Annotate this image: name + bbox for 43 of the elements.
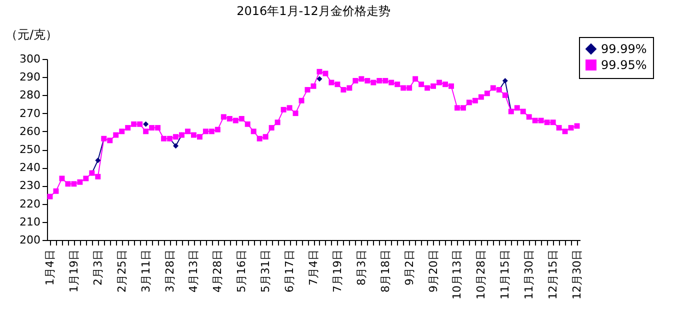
x-tick-label: 8月18日 [378,250,392,292]
point [143,121,149,127]
x-tick-label: 7月19日 [330,250,344,292]
x-tick-label: 2月25日 [115,250,128,292]
y-tick-label: 220 [20,197,40,210]
x-tick-label: 10月28日 [474,250,488,300]
point [316,76,322,82]
x-tick-label: 5月16日 [235,250,248,292]
y-tick-label: 250 [20,143,40,156]
x-tick-label: 7月4日 [307,250,320,286]
x-tick-label: 9月2日 [402,250,416,286]
y-tick-label: 200 [20,234,40,246]
x-tick-label: 3月28日 [163,250,176,292]
x-tick-label: 4月13日 [187,250,200,292]
x-tick-label: 10月13日 [450,250,464,300]
x-tick-label: 4月28日 [211,250,224,292]
x-tick-label: 12月30日 [570,250,584,300]
legend-label: 99.95% [601,58,647,72]
x-tick-label: 1月4日 [43,250,56,286]
x-tick-label: 11月30日 [522,250,536,300]
y-tick-label: 260 [20,124,40,138]
x-tick-label: 3月11日 [139,250,152,292]
y-tick-label: 280 [20,88,40,102]
x-tick-label: 6月17日 [283,250,296,292]
legend-label: 99.99% [601,42,647,56]
x-tick-label: 12月15日 [546,250,560,300]
x-tick-label: 9月20日 [426,250,440,292]
point [173,143,178,149]
y-tick-label: 230 [20,179,40,192]
y-tick-label: 270 [20,106,40,120]
point [95,158,101,164]
x-tick-label: 5月31日 [259,250,272,292]
y-tick-label: 290 [20,70,40,84]
x-tick-label: 11月15日 [498,250,512,300]
x-tick-label: 8月3日 [354,250,368,286]
y-tick-label: 300 [20,52,40,66]
point [502,78,508,84]
x-tick-label: 2月3日 [91,250,104,286]
x-tick-label: 1月19日 [67,250,80,292]
chart-title: 2016年1月-12月金价格走势 [236,4,390,18]
y-tick-label: 240 [20,161,40,174]
y-axis-title: （元/克） [6,28,58,42]
y-tick-label: 210 [20,215,40,228]
